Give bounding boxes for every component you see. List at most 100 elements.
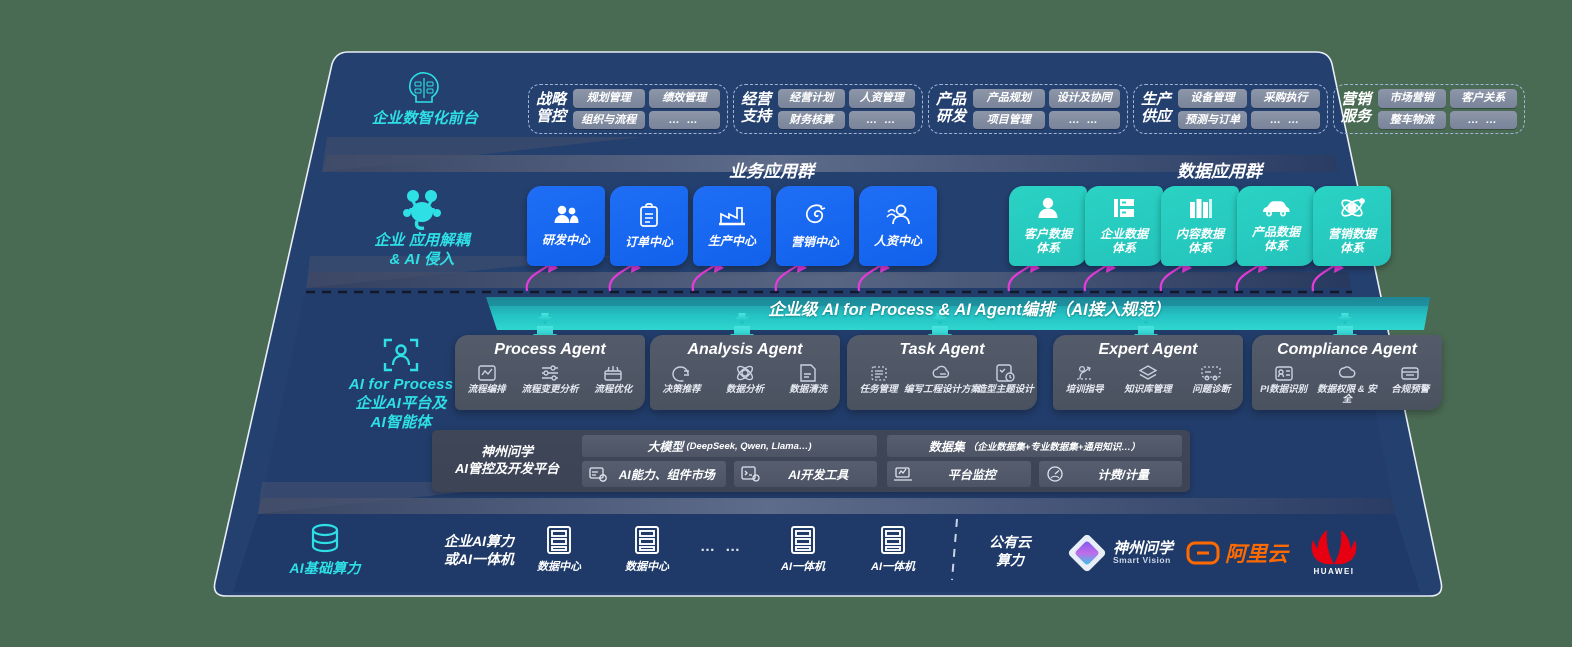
top-group-production-supply[interactable]: 生产 供应 设备管理 采购执行 预测与订单 … …	[1133, 84, 1328, 134]
agent-item[interactable]: 合规预警	[1379, 362, 1442, 406]
rail-ai-compute: AI基础算力	[255, 520, 395, 578]
agent-item[interactable]: PI数据识别	[1252, 362, 1315, 406]
huawei-logo	[1311, 530, 1357, 565]
agent-item-label: 任务管理	[859, 384, 898, 395]
rail-label: 企业AI平台及	[355, 394, 447, 412]
chip[interactable]: 设备管理	[1178, 89, 1247, 108]
chip[interactable]: 经营计划	[778, 89, 845, 108]
agent-item[interactable]: 造型主题设计	[974, 362, 1037, 395]
agent-item[interactable]: 数据权限 & 安全	[1316, 362, 1379, 406]
infra-node-label: AI一体机	[781, 561, 825, 573]
chip[interactable]: 产品规划	[973, 89, 1045, 108]
app-card-order-center[interactable]: 订单中心	[610, 186, 688, 266]
agent-item[interactable]: 任务管理	[847, 362, 910, 395]
agent-card-analysis[interactable]: Analysis Agent 决策推荐 数据分析	[650, 335, 840, 410]
top-group-product-rd[interactable]: 产品 研发 产品规划 设计及协同 项目管理 … …	[928, 84, 1128, 134]
model-bar[interactable]: 大模型 (DeepSeek, Qwen, Llama…)	[582, 435, 877, 457]
agent-card-compliance[interactable]: Compliance Agent PI数据识别 数据权限 & 安全	[1252, 335, 1442, 410]
chip[interactable]: 市场营销	[1378, 89, 1446, 108]
agent-item-label: 数据分析	[725, 384, 764, 395]
chip[interactable]: 项目管理	[973, 110, 1045, 129]
platform-cell-market[interactable]: AI能力、组件市场	[582, 461, 726, 487]
chip[interactable]: 客户关系	[1449, 89, 1517, 108]
data-card-content[interactable]: 内容数据 体系	[1161, 186, 1239, 266]
agent-item[interactable]: 决策推荐	[650, 362, 713, 395]
chip[interactable]: 整车物流	[1378, 110, 1446, 129]
chip[interactable]: 组织与流程	[573, 110, 645, 129]
platform-cell-billing[interactable]: 计费/计量	[1038, 461, 1182, 487]
rail-app-decoupling: 企业 应用解耦 & AI 侵入	[332, 188, 512, 270]
cell-label: AI开发工具	[788, 467, 849, 482]
chip[interactable]: 预测与订单	[1178, 110, 1247, 129]
app-card-marketing-center[interactable]: 营销中心	[776, 186, 854, 266]
top-group-marketing-service[interactable]: 营销 服务 市场营销 客户关系 整车物流 … …	[1333, 84, 1525, 134]
agent-item[interactable]: 流程优化	[582, 362, 645, 395]
app-card-hr-center[interactable]: 人资中心	[859, 186, 937, 266]
agent-item[interactable]: 培训指导	[1053, 362, 1116, 395]
agent-card-expert[interactable]: Expert Agent 培训指导 知识库管理	[1053, 335, 1243, 410]
data-card-label: 客户数据 体系	[1023, 227, 1072, 255]
group-title-line1: 战略	[536, 91, 567, 109]
platform-col-models: 大模型 (DeepSeek, Qwen, Llama…) AI能力、组件市场	[582, 435, 877, 487]
data-card-product[interactable]: 产品数据 体系	[1237, 186, 1315, 266]
app-card-production-center[interactable]: 生产中心	[693, 186, 771, 266]
agent-item[interactable]: 编写工程设计方案	[904, 362, 980, 395]
chip-ellipsis[interactable]: … …	[1449, 110, 1517, 129]
app-card-rd-center[interactable]: 研发中心	[527, 186, 605, 266]
platform-cell-monitor[interactable]: 平台监控	[887, 461, 1031, 487]
training-icon	[1076, 365, 1093, 380]
agent-card-task[interactable]: Task Agent 任务管理 编写工程设计方案	[847, 335, 1037, 410]
agent-item[interactable]: 问题诊断	[1180, 362, 1243, 395]
infra-node-ai1[interactable]: AI一体机	[769, 524, 837, 574]
agent-card-process[interactable]: Process Agent 流程编排 流程变更分析	[455, 335, 645, 410]
optimize-icon	[604, 366, 623, 381]
chip[interactable]: 规划管理	[573, 89, 645, 108]
rail-label: & AI 侵入	[389, 250, 455, 268]
analytics-atom-icon	[736, 365, 754, 381]
chip-ellipsis[interactable]: … …	[1251, 110, 1320, 129]
agent-items: PI数据识别 数据权限 & 安全 合规预警	[1252, 362, 1442, 406]
chip[interactable]: 绩效管理	[648, 89, 720, 108]
chip[interactable]: 财务核算	[778, 110, 845, 129]
infra-node-dc1[interactable]: 数据中心	[525, 524, 593, 574]
infra-node-dc2[interactable]: 数据中心	[613, 524, 681, 574]
rail-front-office: 企业数智化前台	[340, 68, 510, 129]
vendor-alibaba-cloud[interactable]: 阿里云	[1186, 538, 1288, 568]
smart-vision-logo	[1068, 534, 1106, 572]
app-card-label: 营销中心	[790, 234, 839, 249]
top-group-strategy[interactable]: 战略 管控 规划管理 绩效管理 组织与流程 … …	[528, 84, 728, 134]
dev-tools-icon	[740, 466, 760, 482]
chip-ellipsis[interactable]: … …	[648, 110, 720, 129]
chip[interactable]: 人资管理	[848, 89, 915, 108]
data-group-heading: 数据应用群	[1177, 162, 1262, 181]
agent-item[interactable]: 数据清洗	[777, 362, 840, 395]
agent-items: 流程编排 流程变更分析 流程优化	[455, 362, 645, 395]
platform-columns: 大模型 (DeepSeek, Qwen, Llama…) AI能力、组件市场	[582, 430, 1190, 492]
users-group-icon	[553, 204, 580, 230]
chip[interactable]: 采购执行	[1251, 89, 1320, 108]
chip[interactable]: 设计及协同	[1048, 89, 1120, 108]
top-group-operations[interactable]: 经营 支持 经营计划 人资管理 财务核算 … …	[733, 84, 923, 134]
chip-ellipsis[interactable]: … …	[848, 110, 915, 129]
agent-item[interactable]: 数据分析	[714, 362, 777, 395]
layers-icon	[1138, 365, 1158, 380]
group-title-line2: 研发	[936, 108, 967, 125]
agent-item[interactable]: 知识库管理	[1117, 362, 1180, 395]
dataset-bar[interactable]: 数据集 （企业数据集+专业数据集+通用知识…）	[887, 435, 1182, 457]
data-card-customer[interactable]: 客户数据 体系	[1009, 186, 1087, 266]
chip-ellipsis[interactable]: … …	[1048, 110, 1120, 129]
platform-cell-devtools[interactable]: AI开发工具	[733, 461, 877, 487]
agent-item[interactable]: 流程编排	[455, 362, 518, 395]
platform-name-line2: AI管控及开发平台	[454, 461, 559, 476]
infra-node-ai2[interactable]: AI一体机	[859, 524, 927, 574]
agent-title: Analysis Agent	[687, 341, 803, 358]
clipboard-icon	[638, 202, 660, 232]
data-card-enterprise[interactable]: 企业数据 体系	[1085, 186, 1163, 266]
data-card-marketing[interactable]: 营销数据 体系	[1313, 186, 1391, 266]
agent-item-label: 决策推荐	[662, 384, 701, 395]
alert-doc-icon	[1401, 367, 1420, 380]
vendor-huawei[interactable]: HUAWEI	[1306, 528, 1362, 576]
agent-item[interactable]: 流程变更分析	[519, 362, 582, 395]
group-title: 营销 服务	[1341, 91, 1371, 126]
vendor-smart-vision[interactable]: 神州问学 Smart Vision	[1067, 533, 1173, 573]
